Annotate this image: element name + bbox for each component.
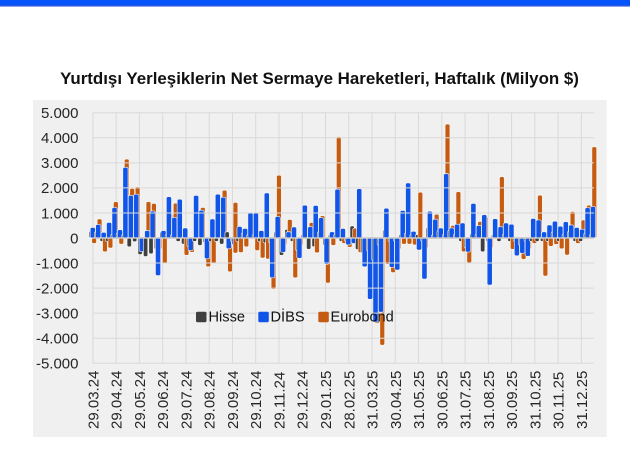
svg-text:Hisse: Hisse: [209, 310, 246, 326]
svg-text:29.03.24: 29.03.24: [85, 371, 102, 429]
svg-text:-4.000: -4.000: [36, 331, 79, 348]
svg-text:DİBS: DİBS: [271, 308, 305, 326]
svg-text:31.03.25: 31.03.25: [365, 371, 382, 429]
svg-text:Yurtdışı Yerleşiklerin Net Se: Yurtdışı Yerleşiklerin Net Sermaye Harek…: [60, 69, 579, 88]
svg-text:29.09.24: 29.09.24: [225, 371, 242, 429]
svg-text:30.04.25: 30.04.25: [388, 371, 405, 429]
svg-text:0: 0: [70, 230, 78, 247]
svg-text:Eurobond: Eurobond: [331, 310, 394, 326]
svg-text:29.10.24: 29.10.24: [248, 371, 265, 429]
svg-text:31.07.25: 31.07.25: [458, 371, 475, 429]
svg-text:-3.000: -3.000: [36, 305, 79, 322]
svg-text:31.05.25: 31.05.25: [411, 371, 428, 429]
svg-text:2.000: 2.000: [41, 180, 79, 197]
svg-text:-1.000: -1.000: [36, 255, 79, 272]
svg-text:29.08.24: 29.08.24: [202, 371, 219, 429]
svg-text:5.000: 5.000: [41, 105, 79, 122]
svg-text:-2.000: -2.000: [36, 280, 79, 297]
svg-text:-5.000: -5.000: [36, 356, 79, 373]
svg-text:31.12.25: 31.12.25: [574, 371, 591, 429]
svg-text:3.000: 3.000: [41, 155, 79, 172]
svg-text:31.08.25: 31.08.25: [481, 371, 498, 429]
svg-text:29.06.24: 29.06.24: [155, 371, 172, 429]
svg-text:29.01.25: 29.01.25: [318, 371, 335, 429]
svg-text:29.11.24: 29.11.24: [271, 372, 288, 429]
svg-text:30.11.25: 30.11.25: [551, 372, 568, 429]
svg-text:30.06.25: 30.06.25: [434, 371, 451, 429]
svg-text:29.07.24: 29.07.24: [178, 371, 195, 429]
svg-text:1.000: 1.000: [41, 205, 79, 222]
svg-text:30.09.25: 30.09.25: [504, 371, 521, 429]
svg-text:4.000: 4.000: [41, 130, 79, 147]
svg-text:29.04.24: 29.04.24: [109, 371, 126, 429]
svg-text:29.05.24: 29.05.24: [132, 371, 149, 429]
svg-text:31.10.25: 31.10.25: [527, 371, 544, 429]
svg-text:29.12.24: 29.12.24: [295, 371, 312, 429]
svg-text:28.02.25: 28.02.25: [341, 371, 358, 429]
